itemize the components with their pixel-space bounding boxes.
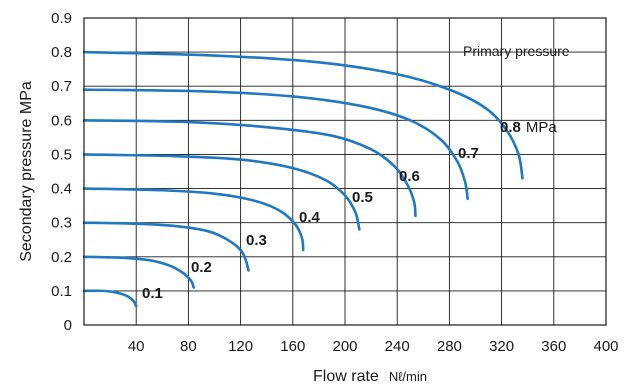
- curve-label-value: 0.8: [500, 119, 521, 136]
- x-tick-label: 160: [280, 338, 305, 355]
- curve-0.2: [82, 255, 195, 289]
- y-tick-label: 0.9: [51, 10, 72, 27]
- x-tick-label: 400: [593, 338, 618, 355]
- x-tick-label: 240: [385, 338, 410, 355]
- y-tick-label: 0.7: [51, 78, 72, 95]
- curve-0.4: [82, 187, 305, 252]
- grid: [84, 18, 606, 325]
- x-tick-label: 80: [180, 338, 197, 355]
- curve-0.5: [82, 153, 361, 231]
- plot-frame: [83, 17, 607, 326]
- x-axis-label: Flow rate: [313, 368, 379, 385]
- curve-label-0.1: 0.1: [142, 285, 163, 302]
- curve-0.7: [82, 88, 469, 201]
- curve-label-0.6: 0.6: [399, 168, 420, 185]
- x-tick-label: 120: [228, 338, 253, 355]
- curve-label-0.7: 0.7: [458, 145, 479, 162]
- curve-0.3: [82, 221, 250, 272]
- x-tick-label: 280: [437, 338, 462, 355]
- y-tick-label: 0: [64, 317, 72, 334]
- legend-title: Primary pressure: [463, 43, 570, 59]
- curve-0.6: [82, 119, 417, 218]
- curve-0.8: [82, 50, 524, 180]
- pressure-curves: [82, 50, 524, 308]
- y-tick-label: 0.8: [51, 44, 72, 61]
- curve-label-value: 0.5: [352, 189, 373, 206]
- x-tick-label: 320: [489, 338, 514, 355]
- y-tick-label: 0.1: [51, 283, 72, 300]
- curve-label-value: 0.4: [299, 209, 321, 226]
- curve-label-0.2: 0.2: [191, 259, 212, 276]
- curve-label-0.8: 0.8 MPa: [500, 119, 557, 136]
- curve-labels: 0.1 0.2 0.3 0.4 0.5 0.6 0.7 0.8 MPa: [142, 119, 557, 302]
- curve-label-value: 0.7: [458, 145, 479, 162]
- y-tick-label: 0.2: [51, 249, 72, 266]
- x-axis-unit: Nℓ/min: [389, 369, 427, 384]
- y-tick-label: 0.6: [51, 112, 72, 129]
- curve-label-value: 0.3: [246, 232, 267, 249]
- y-tick-labels: 0 0.1 0.2 0.3 0.4 0.5 0.6 0.7 0.8 0.9: [51, 10, 72, 334]
- y-tick-label: 0.4: [51, 181, 72, 198]
- curve-label-0.3: 0.3: [246, 232, 267, 249]
- x-tick-label: 40: [128, 338, 145, 355]
- curve-label-value: 0.1: [142, 285, 163, 302]
- x-tick-label: 200: [332, 338, 357, 355]
- curve-label-unit: MPa: [526, 119, 558, 136]
- curve-label-0.5: 0.5: [352, 189, 373, 206]
- x-tick-label: 360: [541, 338, 566, 355]
- y-tick-label: 0.5: [51, 146, 72, 163]
- x-tick-labels: 40 80 120 160 200 240 280 320 360 400: [128, 338, 619, 355]
- curve-0.1: [82, 289, 138, 308]
- y-axis-title: Secondary pressure MPa: [18, 81, 35, 262]
- curve-label-value: 0.2: [191, 259, 212, 276]
- y-tick-label: 0.3: [51, 215, 72, 232]
- curve-label-0.4: 0.4: [299, 209, 321, 226]
- x-axis-title: Flow rate Nℓ/min: [313, 368, 427, 385]
- curve-label-value: 0.6: [399, 168, 420, 185]
